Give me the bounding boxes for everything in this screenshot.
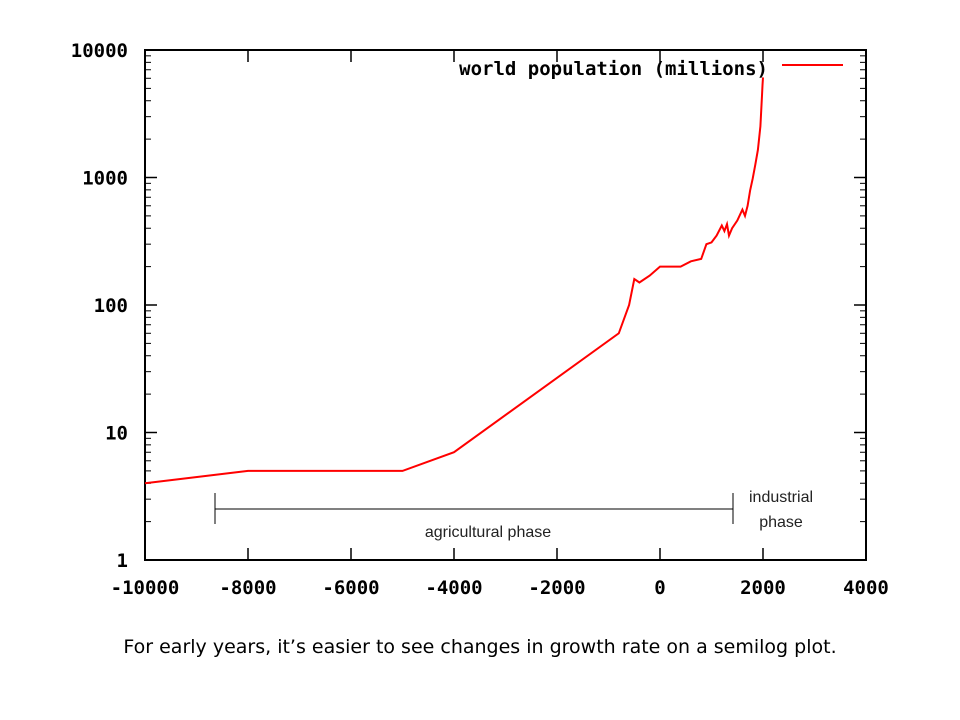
caption-text: For early years, it’s easier to see chan… <box>123 636 837 658</box>
agricultural-phase-label: agricultural phase <box>425 524 551 541</box>
y-tick-label: 10000 <box>71 40 128 62</box>
y-tick-label: 1000 <box>82 168 128 190</box>
plot-frame <box>144 49 867 561</box>
y-tick-labels: 1 10 100 1000 10000 <box>71 40 128 572</box>
x-tick-label: -10000 <box>111 577 180 599</box>
x-tick-label: -8000 <box>219 577 276 599</box>
y-tick-label: 10 <box>105 423 128 445</box>
industrial-phase-label-line1: industrial <box>749 489 813 506</box>
phase-bracket <box>214 493 734 524</box>
population-series-line <box>144 77 764 485</box>
y-tick-label: 100 <box>94 295 128 317</box>
tick-marks <box>144 49 867 561</box>
industrial-phase-label-line2: phase <box>759 514 803 531</box>
x-tick-labels: -10000 -8000 -6000 -4000 -2000 0 2000 4000 <box>111 577 889 599</box>
x-tick-label: 0 <box>654 577 665 599</box>
legend-label: world population (millions) <box>459 58 768 80</box>
x-tick-label: -6000 <box>322 577 379 599</box>
x-tick-label: 2000 <box>740 577 786 599</box>
x-tick-label: -2000 <box>528 577 585 599</box>
x-tick-label: -4000 <box>425 577 482 599</box>
legend: world population (millions) <box>459 58 843 80</box>
x-tick-label: 4000 <box>843 577 889 599</box>
y-tick-label: 1 <box>117 550 128 572</box>
